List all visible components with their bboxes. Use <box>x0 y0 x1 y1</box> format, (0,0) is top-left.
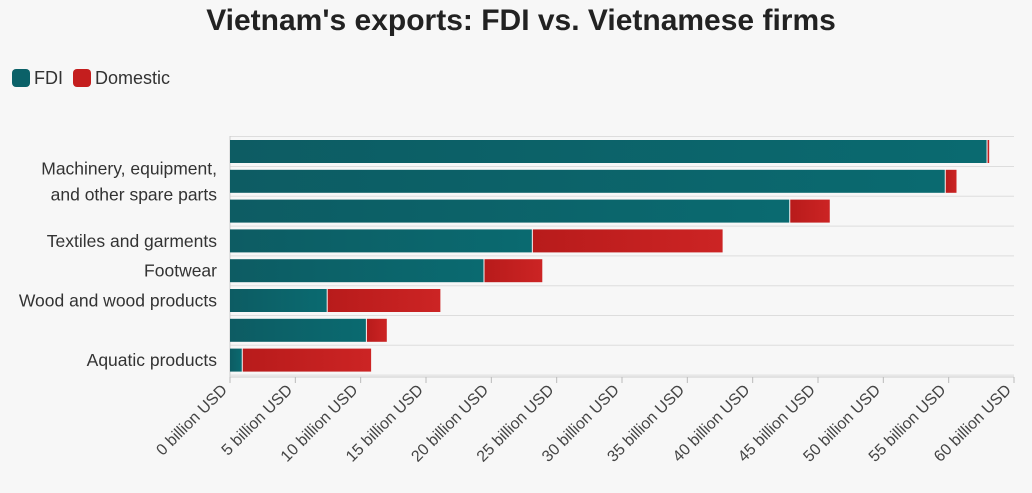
bar-fdi[interactable] <box>230 348 242 372</box>
category-label: Wood and wood products <box>19 291 217 311</box>
category-label: Textiles and garments <box>47 231 217 251</box>
bar-fdi[interactable] <box>230 140 987 163</box>
legend-item-domestic[interactable]: Domestic <box>73 68 170 89</box>
bar-domestic[interactable] <box>987 140 990 163</box>
grid <box>229 136 1014 377</box>
legend-swatch-fdi <box>12 69 30 87</box>
bar-domestic[interactable] <box>242 348 372 372</box>
legend-label-domestic: Domestic <box>95 67 171 88</box>
bar-fdi[interactable] <box>230 289 327 312</box>
category-labels: Machinery, equipment, and other spare par… <box>19 158 217 370</box>
bar-domestic[interactable] <box>945 169 957 193</box>
bar-domestic[interactable] <box>790 199 830 223</box>
legend: FDI Domestic <box>12 67 180 89</box>
category-label: Footwear <box>144 261 217 281</box>
category-label: Machinery, equipment, and other spare par… <box>41 158 217 204</box>
bar-fdi[interactable] <box>230 199 790 223</box>
legend-swatch-domestic <box>73 69 91 87</box>
bar-fdi[interactable] <box>230 229 532 253</box>
bar-fdi[interactable] <box>230 169 945 193</box>
bar-domestic[interactable] <box>532 229 723 253</box>
bar-domestic[interactable] <box>327 289 441 312</box>
legend-label-fdi: FDI <box>34 67 63 88</box>
bar-fdi[interactable] <box>230 259 484 283</box>
category-label: Aquatic products <box>87 350 218 370</box>
legend-item-fdi[interactable]: FDI <box>12 68 63 89</box>
bar-fdi[interactable] <box>230 318 366 342</box>
bar-domestic[interactable] <box>366 318 387 342</box>
chart-title: Vietnam's exports: FDI vs. Vietnamese fi… <box>206 4 836 37</box>
bar-domestic[interactable] <box>484 259 543 283</box>
bars <box>230 140 990 372</box>
